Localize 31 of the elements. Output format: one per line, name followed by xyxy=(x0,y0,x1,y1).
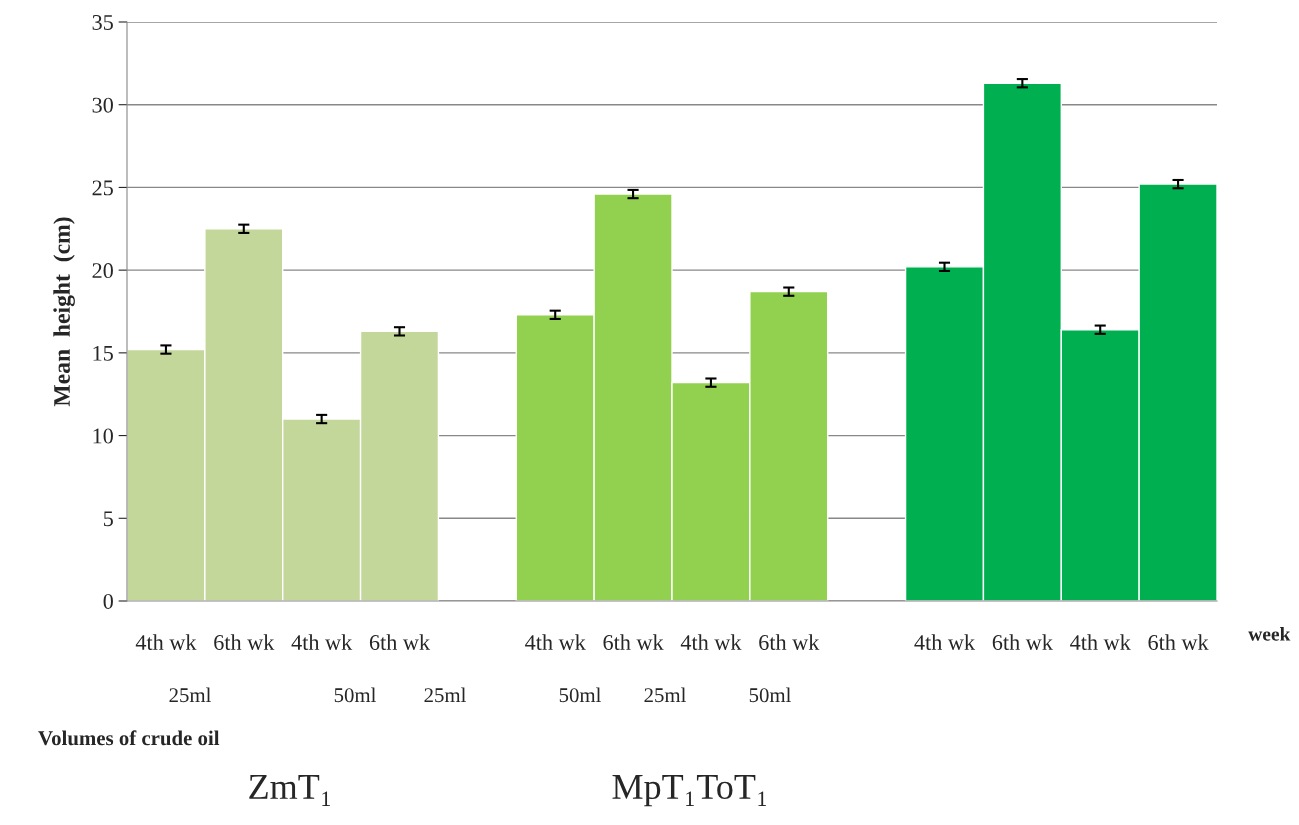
x-tick-label: 6th wk xyxy=(992,634,1053,650)
x-tick-label: 4th wk xyxy=(291,634,353,650)
text: ZmT₁ xyxy=(249,775,330,806)
x-axis-title: week xyxy=(1248,627,1291,641)
y-tick-label: 25 xyxy=(92,180,113,196)
x-tick-label: 6th wk xyxy=(214,634,275,650)
text: 25ml xyxy=(169,687,211,703)
y-axis-title: Mean height (cm) xyxy=(53,217,75,407)
y-tick-label: 15 xyxy=(93,345,113,361)
text: 25ml xyxy=(644,687,686,703)
y-tick-label: 0 xyxy=(103,593,113,609)
text: MpT₁ToT₁ xyxy=(612,775,767,807)
y-tick-label: 30 xyxy=(92,97,113,113)
y-tick-label: 20 xyxy=(92,263,113,279)
text: 50ml xyxy=(334,687,376,703)
text: 50ml xyxy=(559,687,601,703)
text: 50ml xyxy=(749,687,791,703)
y-tick-label: 10 xyxy=(93,428,113,444)
x-tick-label: 4th wk xyxy=(1070,634,1131,650)
x-tick-label: 4th wk xyxy=(914,634,976,650)
x-tick-label: 6th wk xyxy=(1148,634,1209,650)
x-tick-label: 6th wk xyxy=(759,634,820,650)
text: 25ml xyxy=(424,687,466,703)
x-tick-label: 6th wk xyxy=(603,634,664,650)
x-tick-label: 4th wk xyxy=(525,634,586,650)
text: Volumes of crude oil xyxy=(38,730,220,746)
y-tick-label: 5 xyxy=(103,511,113,527)
x-tick-label: 4th wk xyxy=(135,634,197,650)
x-tick-label: 4th wk xyxy=(680,634,742,650)
y-tick-label: 35 xyxy=(92,14,113,30)
x-tick-label: 6th wk xyxy=(369,634,431,650)
